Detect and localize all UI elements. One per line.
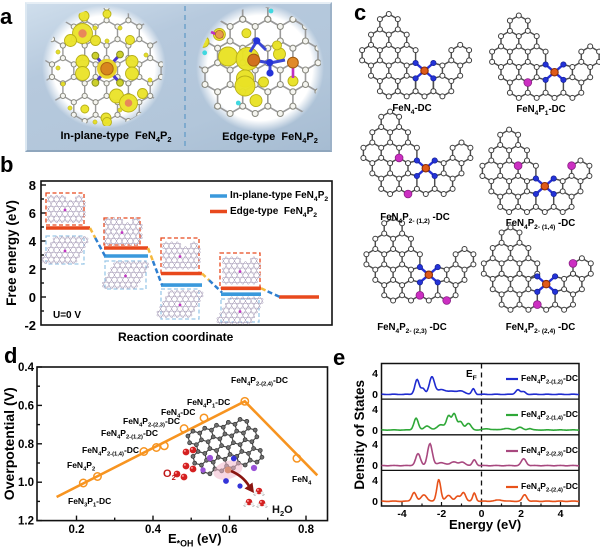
svg-text:6: 6 [29,206,36,221]
svg-text:0: 0 [479,508,485,520]
svg-text:0: 0 [372,460,378,472]
svg-text:-2: -2 [437,508,446,520]
svg-text:0: 0 [372,425,378,437]
svg-text:-2: -2 [24,318,36,333]
svg-text:2: 2 [29,262,36,277]
svg-text:Density of States: Density of States [352,380,367,490]
svg-text:4: 4 [372,368,378,380]
svg-text:1.0: 1.0 [18,477,34,489]
svg-text:0.4: 0.4 [145,524,162,536]
svg-text:0: 0 [372,389,378,401]
svg-text:0: 0 [29,290,36,305]
svg-text:0: 0 [372,496,378,508]
svg-text:0.8: 0.8 [298,524,315,536]
svg-text:4: 4 [372,439,378,451]
svg-text:4: 4 [29,234,37,249]
svg-text:0.4: 0.4 [18,362,35,374]
svg-text:4: 4 [372,404,378,416]
svg-text:0.2: 0.2 [69,524,85,536]
svg-text:4: 4 [372,475,378,487]
svg-text:8: 8 [29,178,36,193]
svg-text:Overpotential (V): Overpotential (V) [1,387,17,500]
svg-text:0.6: 0.6 [222,524,238,536]
svg-text:0.8: 0.8 [18,439,35,451]
svg-text:Free energy (eV): Free energy (eV) [4,200,19,306]
svg-text:0.6: 0.6 [18,400,34,412]
svg-text:1.2: 1.2 [18,516,34,528]
svg-text:-4: -4 [397,508,406,520]
svg-text:2: 2 [518,508,524,520]
svg-text:4: 4 [558,508,564,520]
